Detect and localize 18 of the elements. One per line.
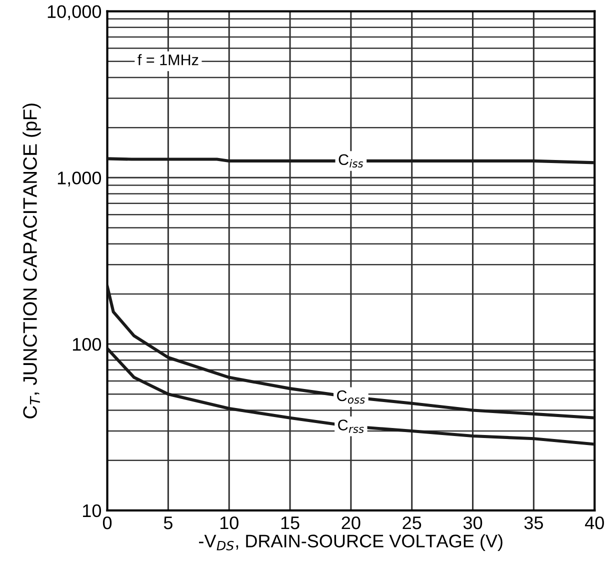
x-tick-label: 10	[220, 516, 238, 530]
line-series	[107, 346, 595, 446]
annotation: f = 1MHz	[138, 54, 198, 66]
x-tick-label: 15	[281, 516, 300, 530]
line-series	[107, 284, 595, 420]
x-tick-label: 35	[524, 516, 543, 530]
x-tick-label: 5	[164, 516, 172, 530]
x-tick-label: 0	[102, 516, 112, 530]
x-tick-label: 25	[402, 516, 422, 530]
y-tick-label: 1,000	[58, 172, 102, 187]
y-tick-label: 10,000	[48, 5, 102, 20]
y-axis-title: C$_{T}$, JUNCTION CAPACITANCE (pF)	[22, 104, 41, 418]
x-tick-label: 30	[463, 516, 482, 530]
y-tick-label: 100	[72, 338, 102, 351]
x-tick-label: 20	[342, 516, 360, 530]
x-axis-title: -V$_{DS}$, DRAIN-SOURCE VOLTAGE (V)	[198, 534, 502, 552]
x-tick-label: 40	[584, 516, 604, 530]
y-tick-label: 10	[83, 504, 102, 518]
